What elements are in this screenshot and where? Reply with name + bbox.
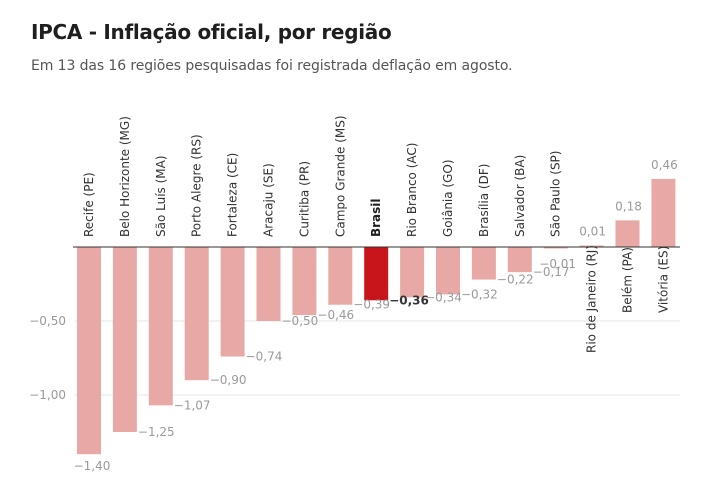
bar [148,247,173,406]
bar [364,247,389,301]
bar [256,247,281,321]
category-label: Brasília (DF) [477,164,491,237]
chart-title: IPCA - Inflação oficial, por região [31,20,392,44]
value-label: −0,46 [317,308,354,322]
category-label: São Paulo (SP) [549,151,563,238]
bar [292,247,317,316]
category-label: Brasil [369,198,383,237]
bar [543,247,568,249]
value-label: −0,32 [461,287,498,301]
category-label: Vitória (ES) [656,246,670,313]
category-label: Belo Horizonte (MG) [118,116,132,237]
category-label: São Luís (MA) [154,155,168,237]
value-label: −1,25 [138,425,175,439]
bar [436,247,460,295]
bar [328,247,353,305]
category-label: Goiânia (GO) [441,159,455,237]
category-label: Campo Grande (MS) [333,115,347,237]
value-label: −0,36 [389,293,429,307]
bar [579,245,604,247]
value-label: 0,01 [579,225,606,239]
value-label: −0,01 [539,257,576,271]
category-label: Rio de Janeiro (RJ) [585,245,599,353]
value-label: −0,22 [497,273,534,287]
bar [651,178,676,247]
value-label: −0,74 [246,350,283,364]
category-label: Recife (PE) [82,172,96,237]
category-label: Fortaleza (CE) [226,153,240,237]
value-label: −0,39 [353,298,390,312]
category-label: Salvador (BA) [513,155,527,237]
value-label: 0,46 [651,158,678,172]
bar [184,247,209,381]
category-label: Porto Alegre (RS) [190,134,204,237]
value-label: 0,18 [615,199,642,213]
bar [77,247,101,455]
value-label: −0,50 [282,314,319,328]
chart-subtitle: Em 13 das 16 regiões pesquisadas foi reg… [31,58,513,74]
value-label: −0,90 [210,373,247,387]
category-label: Curitiba (PR) [297,161,311,237]
value-label: −0,17 [533,265,570,279]
bar [615,220,640,247]
value-label: −1,40 [74,459,111,473]
y-tick-label: −1,00 [29,388,66,402]
category-label: Aracaju (SE) [262,163,276,237]
bar [400,247,425,298]
bar [507,247,532,273]
value-label: −1,07 [174,398,211,412]
bar [112,247,137,432]
bar [471,247,496,280]
value-label: −0,34 [425,290,462,304]
y-tick-label: −0,50 [29,314,66,328]
bar [220,247,245,357]
category-label: Belém (PA) [621,247,635,313]
category-label: Rio Branco (AC) [405,143,419,237]
